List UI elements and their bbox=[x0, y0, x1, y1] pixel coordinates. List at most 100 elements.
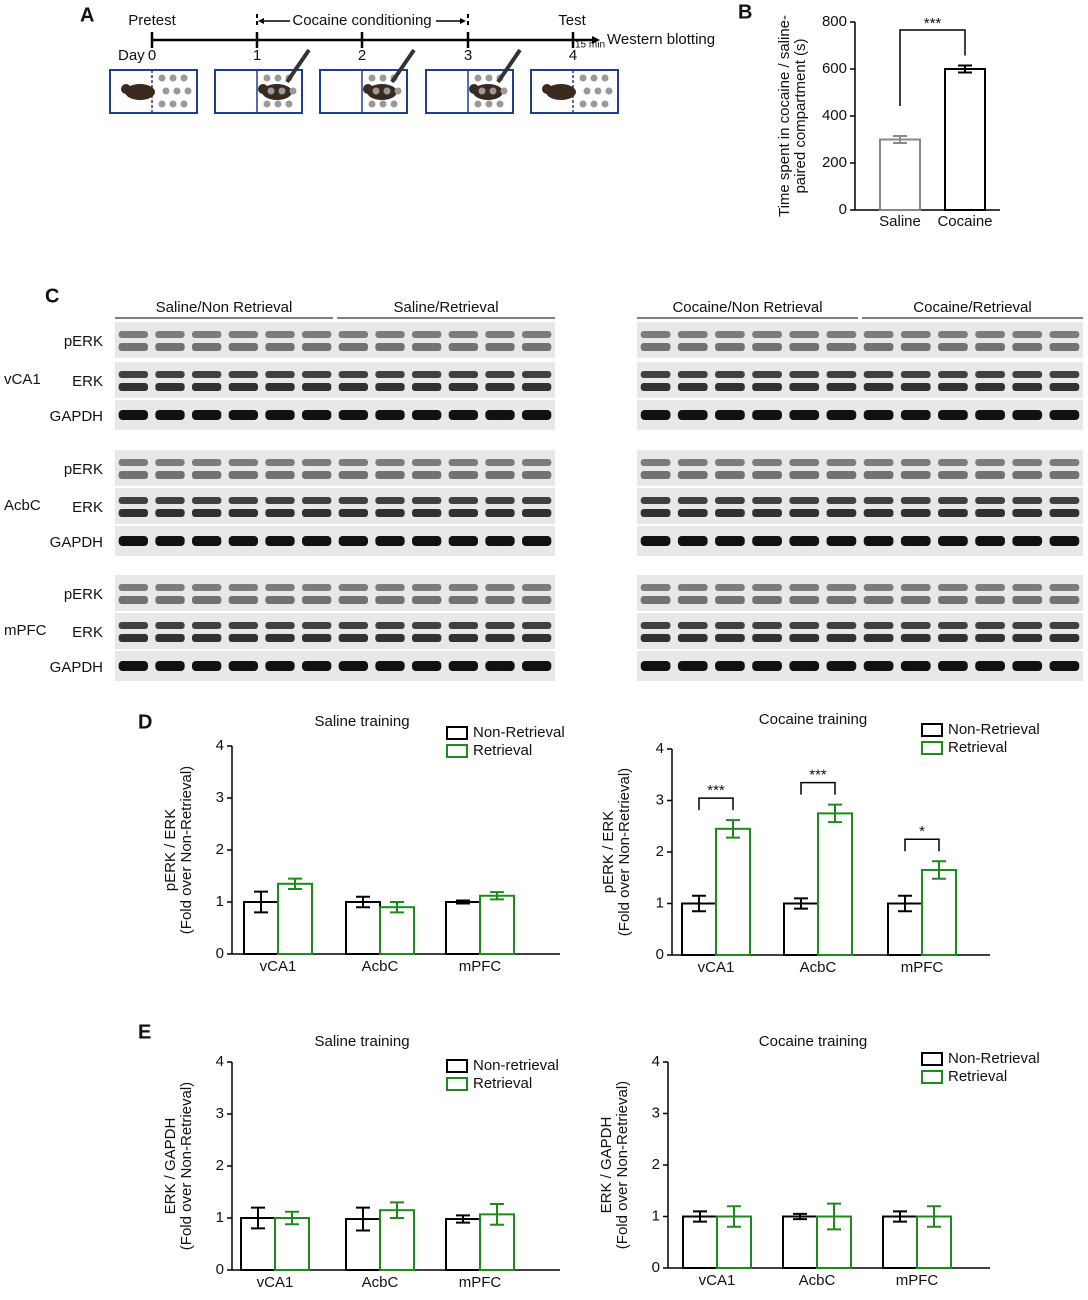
y-tick-label: 0 bbox=[652, 1259, 660, 1276]
band bbox=[900, 331, 931, 338]
band bbox=[789, 459, 820, 466]
box bbox=[319, 69, 408, 114]
band bbox=[485, 459, 515, 466]
y-tick-label: 200 bbox=[822, 154, 847, 171]
band bbox=[938, 536, 968, 546]
band bbox=[412, 634, 442, 642]
star bbox=[285, 100, 293, 108]
error-bar bbox=[893, 134, 907, 145]
band bbox=[900, 471, 931, 479]
y-tick-label: 0 bbox=[216, 1261, 224, 1278]
band bbox=[826, 497, 857, 504]
band bbox=[522, 584, 552, 591]
row-label: GAPDH bbox=[50, 659, 103, 676]
band bbox=[192, 459, 222, 466]
mouse-head bbox=[469, 84, 479, 94]
band bbox=[975, 536, 1005, 546]
error-bar bbox=[490, 891, 504, 901]
error-bar bbox=[356, 1206, 370, 1232]
blot-bg bbox=[115, 362, 555, 398]
error-bar bbox=[927, 1205, 941, 1228]
band bbox=[522, 509, 552, 517]
band bbox=[863, 584, 894, 591]
band bbox=[640, 383, 671, 391]
star bbox=[500, 87, 508, 95]
band bbox=[302, 497, 332, 504]
star bbox=[383, 87, 391, 95]
band bbox=[228, 661, 258, 671]
arrowhead bbox=[258, 18, 264, 24]
star bbox=[180, 100, 188, 108]
band bbox=[192, 661, 222, 671]
band bbox=[522, 596, 552, 604]
y-axis-label: ERK / GAPDH bbox=[162, 1118, 179, 1215]
y-tick-label: 3 bbox=[216, 789, 224, 806]
band bbox=[1012, 331, 1043, 338]
band bbox=[752, 459, 782, 466]
y-tick-label: 2 bbox=[656, 843, 664, 860]
band bbox=[1049, 634, 1080, 642]
band bbox=[155, 331, 185, 338]
band bbox=[640, 471, 671, 479]
band bbox=[715, 634, 745, 642]
band bbox=[1012, 497, 1043, 504]
band bbox=[863, 509, 894, 517]
band bbox=[752, 622, 782, 629]
star bbox=[496, 100, 504, 108]
band bbox=[192, 634, 222, 642]
star bbox=[289, 87, 297, 95]
bar bbox=[817, 812, 853, 956]
band bbox=[938, 459, 968, 466]
band bbox=[677, 459, 708, 466]
band bbox=[155, 471, 185, 479]
band bbox=[863, 536, 894, 546]
band bbox=[485, 331, 515, 338]
band bbox=[900, 343, 931, 351]
band bbox=[975, 596, 1005, 604]
band bbox=[375, 536, 405, 546]
band bbox=[863, 383, 894, 391]
y-tick-label: 600 bbox=[822, 60, 847, 77]
band bbox=[1049, 509, 1080, 517]
band bbox=[192, 509, 222, 517]
bar bbox=[479, 1213, 515, 1271]
band bbox=[938, 634, 968, 642]
band bbox=[826, 509, 857, 517]
bar bbox=[445, 901, 481, 955]
blot-bg bbox=[637, 450, 1083, 486]
band bbox=[938, 471, 968, 479]
star bbox=[394, 87, 402, 95]
region-label: mPFC bbox=[4, 622, 47, 639]
y-tick-label: 1 bbox=[656, 894, 664, 911]
band bbox=[975, 497, 1005, 504]
band bbox=[1049, 343, 1080, 351]
band bbox=[826, 471, 857, 479]
legend-swatch bbox=[921, 723, 943, 737]
group-label: Cocaine/Retrieval bbox=[913, 299, 1031, 316]
band bbox=[302, 343, 332, 351]
band bbox=[228, 596, 258, 604]
blot-bg bbox=[115, 575, 555, 611]
band bbox=[338, 331, 368, 338]
mouse bbox=[125, 84, 155, 100]
band bbox=[900, 622, 931, 629]
band bbox=[640, 331, 671, 338]
bar bbox=[879, 138, 921, 211]
star bbox=[368, 74, 376, 82]
band bbox=[485, 596, 515, 604]
band bbox=[863, 634, 894, 642]
band bbox=[412, 584, 442, 591]
band bbox=[118, 331, 148, 338]
band bbox=[522, 634, 552, 642]
band bbox=[975, 371, 1005, 378]
band bbox=[228, 331, 258, 338]
band bbox=[448, 471, 478, 479]
band bbox=[375, 497, 405, 504]
band bbox=[752, 634, 782, 642]
band bbox=[1049, 661, 1080, 671]
band bbox=[900, 584, 931, 591]
band bbox=[975, 383, 1005, 391]
band bbox=[448, 371, 478, 378]
syringe bbox=[390, 48, 416, 84]
band bbox=[1012, 584, 1043, 591]
